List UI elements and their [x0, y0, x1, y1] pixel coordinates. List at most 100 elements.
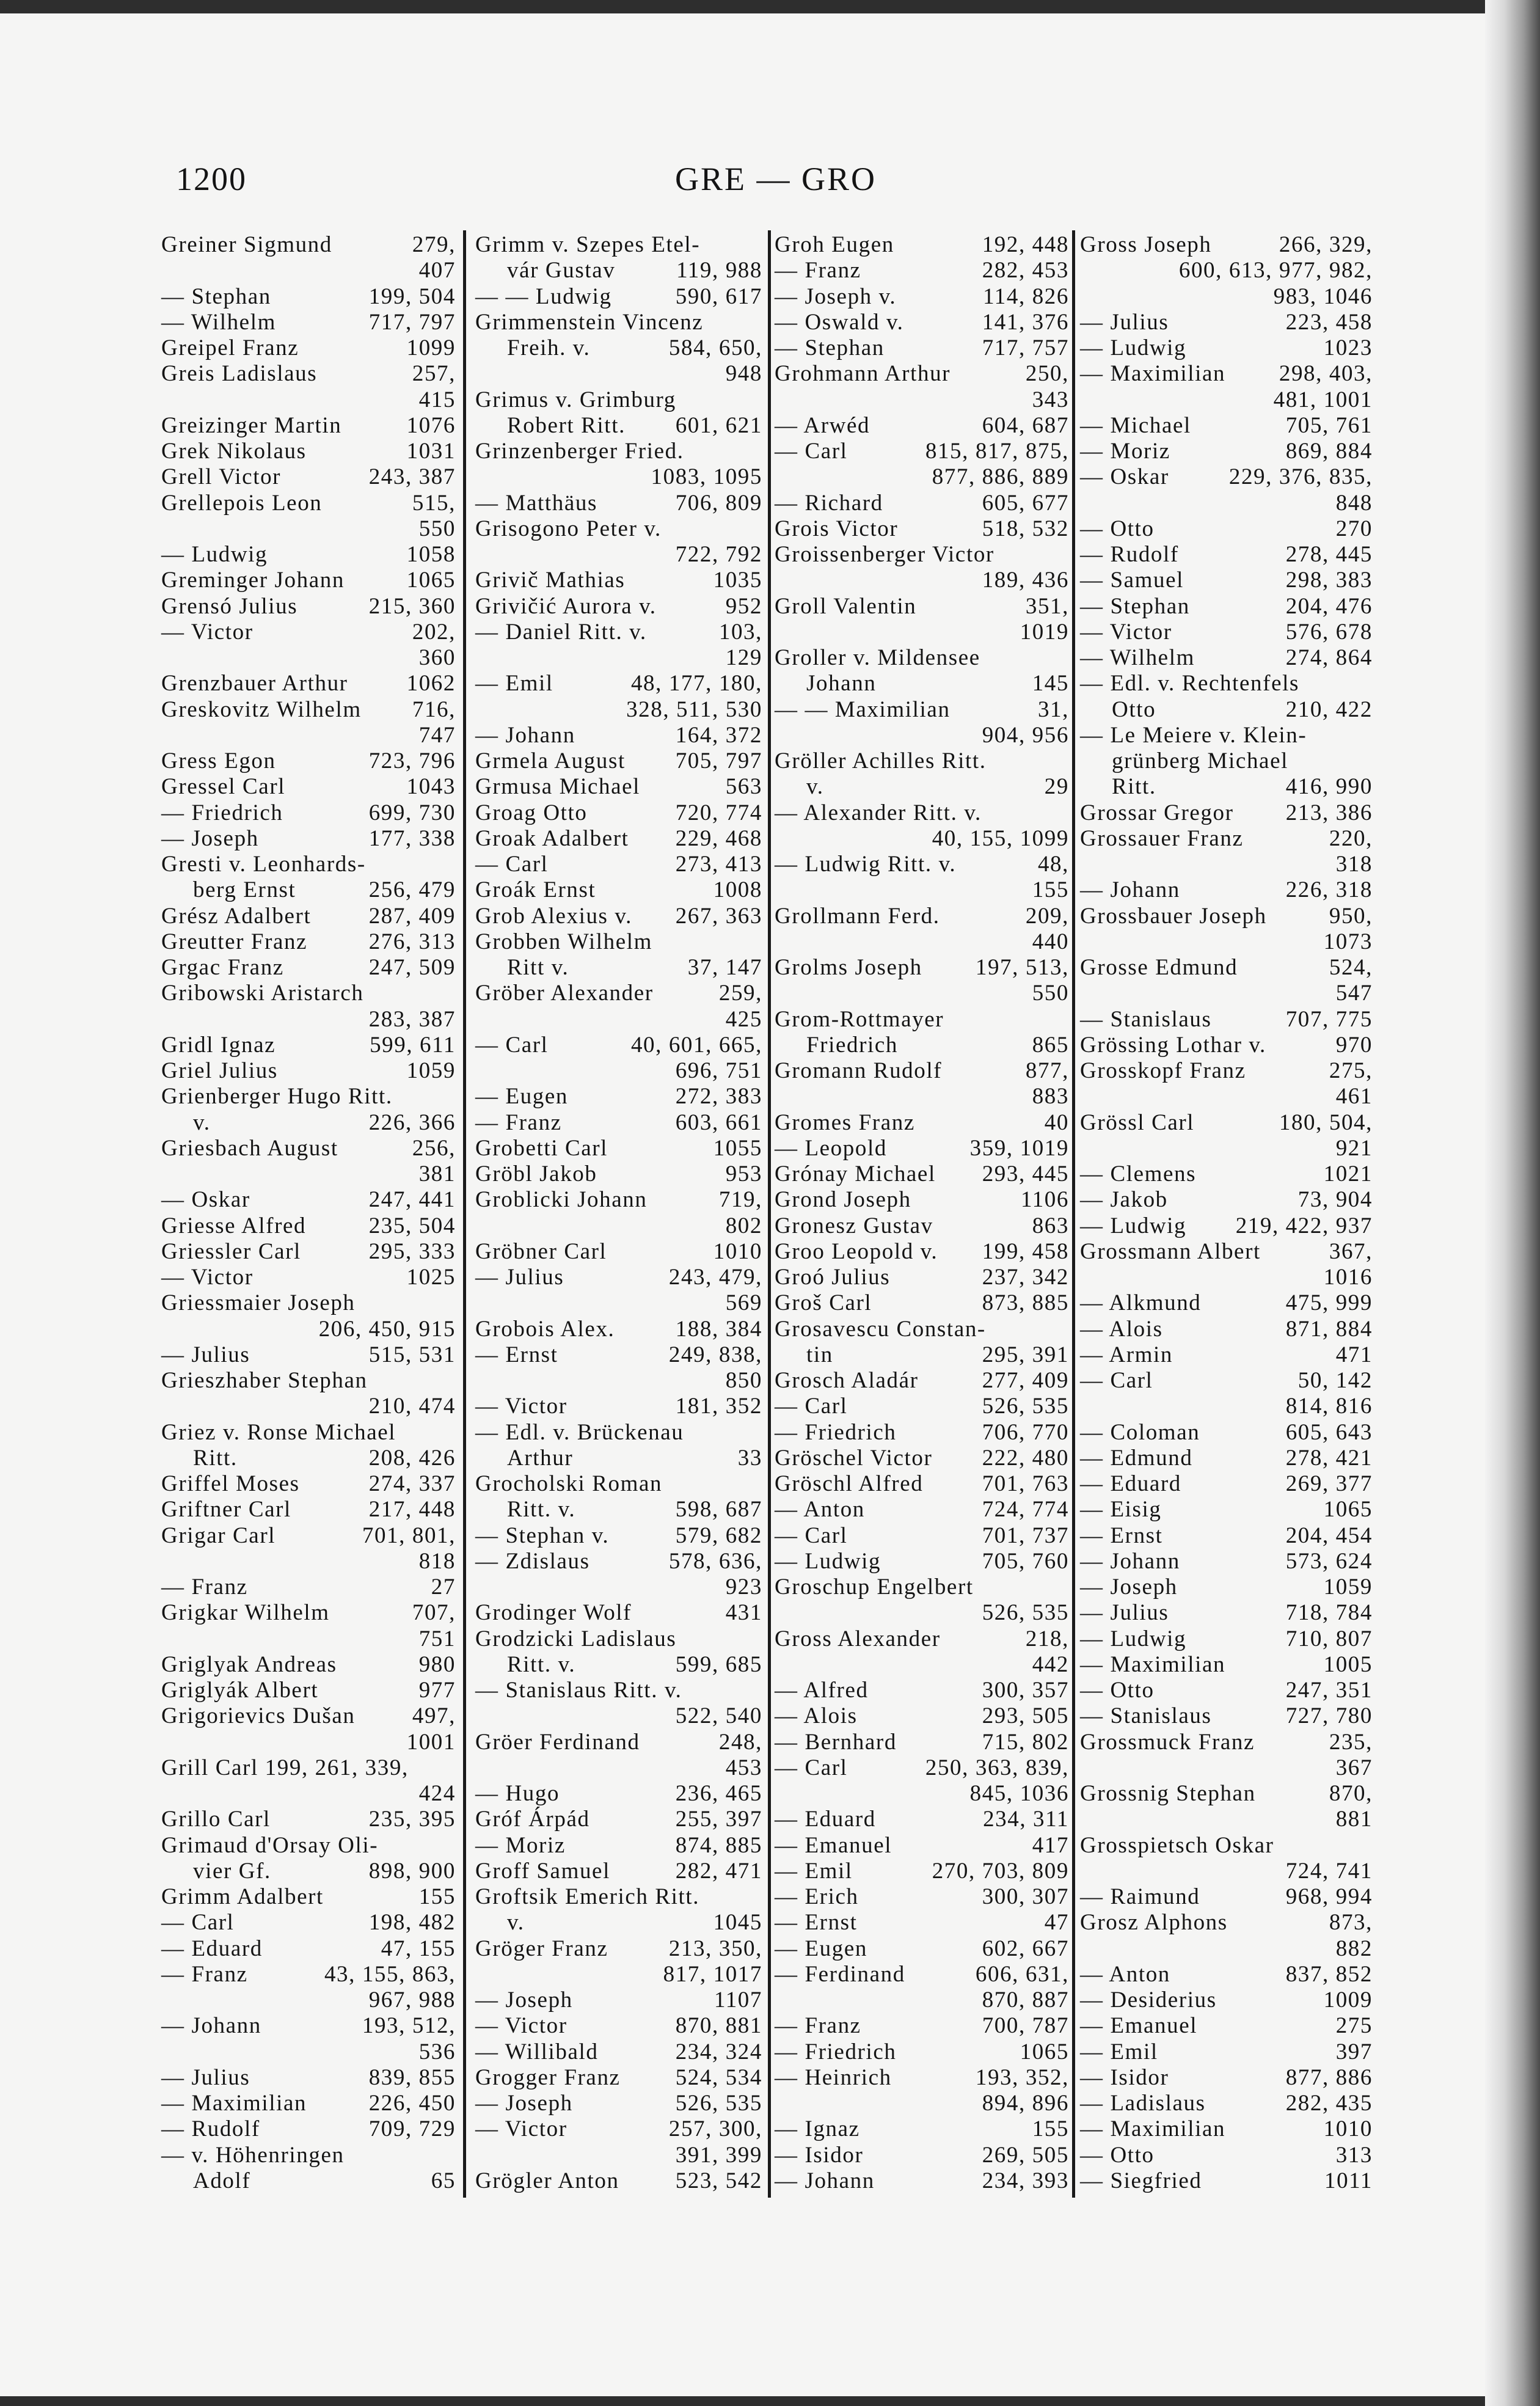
entry-name: Ritt. v.	[507, 1651, 576, 1677]
entry-name: Gröschel Victor	[775, 1445, 933, 1471]
index-entry-line: — Ignaz 155	[775, 2116, 1069, 2142]
entry-page-refs: 1008	[713, 877, 762, 903]
entry-name	[161, 645, 193, 671]
entry-name	[475, 1368, 507, 1394]
entry-page-refs: 1016	[1323, 1265, 1373, 1290]
entry-name: Groo Leopold v.	[775, 1238, 938, 1264]
entry-page-refs: 416, 990	[1285, 774, 1373, 800]
entry-name: — Eisig	[1080, 1497, 1162, 1523]
entry-page-refs: 197, 513,	[975, 955, 1069, 980]
index-entry-line: 206, 450, 915	[161, 1317, 456, 1342]
entry-page-refs: 217, 448	[368, 1497, 456, 1523]
entry-name: Grinzenberger Fried.	[475, 439, 684, 464]
entry-page-refs: 983, 1046	[1273, 283, 1373, 309]
entry-name: Grimmenstein Vincenz	[475, 309, 704, 335]
entry-page-refs: 705, 760	[982, 1548, 1069, 1574]
entry-name: Groff Samuel	[475, 1858, 610, 1884]
index-entry-line: Greipel Franz 1099	[161, 335, 456, 361]
column-divider	[1072, 230, 1075, 2198]
entry-name: Grossbauer Joseph	[1080, 903, 1267, 929]
index-entry-line: 751	[161, 1626, 456, 1652]
index-entry-line: 850	[475, 1368, 762, 1394]
index-entry-line: Gróf Árpád 255, 397	[475, 1807, 762, 1832]
entry-name: — Michael	[1080, 412, 1191, 438]
index-entry-line: Griessler Carl 295, 333	[161, 1239, 456, 1265]
entry-name: Gröber Alexander	[475, 981, 654, 1006]
entry-name: — Carl	[775, 1394, 848, 1419]
entry-page-refs: 602, 667	[982, 1936, 1069, 1961]
entry-page-refs: 73, 904	[1297, 1187, 1373, 1213]
entry-page-refs: 235, 504	[368, 1213, 456, 1238]
entry-name: — Stanislaus Ritt. v.	[475, 1678, 682, 1703]
index-entry: — Julius 839, 855	[161, 2065, 456, 2091]
entry-name: — Anton	[775, 1497, 865, 1523]
index-entry-line: Ritt. 416, 990	[1080, 774, 1373, 800]
entry-page-refs	[757, 232, 762, 258]
index-entry-line: — Stephan 204, 476	[1080, 594, 1373, 620]
index-entry-line: 1001	[161, 1730, 456, 1755]
entry-name: — Victor	[161, 1265, 254, 1290]
entry-name: Gridl Ignaz	[161, 1032, 276, 1058]
entry-name	[475, 1290, 507, 1316]
index-entry-line: Robert Ritt. 601, 621	[475, 413, 762, 439]
entry-name: Grivič Mathias	[475, 568, 626, 593]
entry-page-refs: 37, 147	[687, 955, 762, 980]
index-entry-line: Grivičić Aurora v. 952	[475, 594, 762, 620]
index-entry: — Ignaz 155	[775, 2116, 1069, 2142]
entry-name	[775, 929, 806, 955]
index-entry-line: Grigorievics Dušan 497,	[161, 1703, 456, 1729]
entry-page-refs: 707,	[412, 1600, 456, 1626]
entry-name: — Julius	[475, 1265, 564, 1290]
entry-page-refs: 343	[1032, 387, 1069, 412]
index-entry: Gröbl Jakob 953	[475, 1161, 762, 1187]
index-entry: — Ferdinand 606, 631, 870, 887	[775, 1962, 1069, 2014]
entry-page-refs: 845, 1036	[969, 1781, 1069, 1806]
index-entry-line: — Ludwig 219, 422, 937	[1080, 1213, 1373, 1239]
index-entry-line: 1083, 1095	[475, 464, 762, 490]
index-entry-line: — Joseph 1107	[475, 1987, 762, 2013]
index-entry: — Stanislaus 707, 775	[1080, 1007, 1373, 1033]
index-entry-line: — Victor 181, 352	[475, 1394, 762, 1419]
entry-name: — Armin	[1080, 1342, 1173, 1367]
index-entry-line: — Stephan 717, 757	[775, 335, 1069, 361]
index-entry: — Edmund 278, 421	[1080, 1446, 1373, 1471]
entry-page-refs: 605, 677	[982, 490, 1069, 516]
index-entry: Groller v. Mildensee Johann 145	[775, 645, 1069, 697]
index-entry: — Rudolf 709, 729	[161, 2116, 456, 2142]
index-entry-line: Gress Egon 723, 796	[161, 748, 456, 774]
entry-name: — Arwéd	[775, 412, 870, 438]
index-entry-line: 747	[161, 723, 456, 748]
index-entry-line: — Otto 270	[1080, 516, 1373, 542]
index-entry-line: Grögler Anton 523, 542	[475, 2168, 762, 2194]
entry-name: — v. Höhenringen	[161, 2142, 345, 2168]
entry-name: — Oskar	[1080, 464, 1169, 490]
index-entry-line: — Coloman 605, 643	[1080, 1420, 1373, 1446]
entry-name: — Julius	[1080, 309, 1169, 335]
entry-page-refs: 65	[431, 2168, 456, 2193]
index-entry-line: — — Maximilian 31,	[775, 697, 1069, 723]
index-entry-line: — Johann 193, 512,	[161, 2013, 456, 2039]
index-entry-line: Grosse Edmund 524,	[1080, 955, 1373, 981]
entry-page-refs	[1368, 748, 1373, 774]
entry-page-refs: 210, 422	[1285, 697, 1373, 722]
index-entry: Grimaud d'Orsay Oli-vier Gf. 898, 900	[161, 1833, 456, 1885]
entry-name: — Victor	[161, 619, 254, 645]
index-entry: — Matthäus 706, 809	[475, 491, 762, 516]
entry-name: Gresti v. Leonhards-	[161, 852, 366, 877]
entry-page-refs: 255, 397	[675, 1807, 762, 1832]
entry-page-refs: 208, 426	[368, 1445, 456, 1471]
index-entry-line: — Edmund 278, 421	[1080, 1446, 1373, 1471]
entry-page-refs: 442	[1032, 1651, 1069, 1677]
index-entry: — Ernst 47	[775, 1910, 1069, 1936]
entry-page-refs: 431	[725, 1600, 762, 1626]
index-entry-line: 442	[775, 1652, 1069, 1678]
entry-page-refs: 236, 465	[675, 1781, 762, 1806]
index-entry-line: — Carl 701, 737	[775, 1523, 1069, 1549]
entry-page-refs: 1062	[406, 671, 456, 697]
entry-page-refs: 278, 445	[1285, 542, 1373, 567]
entry-name: Grimm v. Szepes Etel-	[475, 232, 701, 257]
entry-name: Grill Carl 199, 261, 339,	[161, 1755, 409, 1780]
index-entry: Greskovitz Wilhelm 716, 747	[161, 697, 456, 749]
index-entry: Griglyák Albert 977	[161, 1678, 456, 1703]
index-entry: Grobetti Carl 1055	[475, 1136, 762, 1161]
